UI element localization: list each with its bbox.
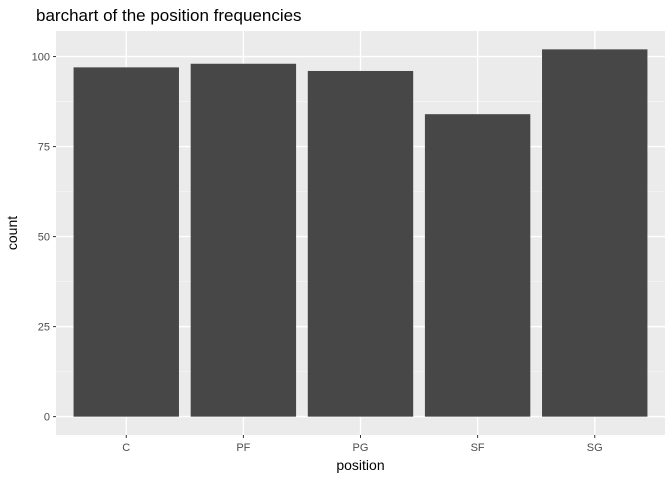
x-axis-title: position <box>336 457 384 473</box>
y-axis-title: count <box>4 216 20 250</box>
y-tick-label: 50 <box>38 232 50 244</box>
bars <box>73 49 648 417</box>
bar-sg <box>542 49 648 417</box>
y-tick-label: 25 <box>38 322 50 334</box>
x-axis: C PF PG SF SG <box>122 435 603 454</box>
chart-title: barchart of the position frequencies <box>36 6 302 25</box>
y-tick-label: 75 <box>38 142 50 154</box>
y-tick-label: 0 <box>44 412 50 424</box>
x-tick-label: C <box>122 442 130 454</box>
x-tick-label: PF <box>236 442 250 454</box>
y-axis: 0 25 50 75 100 <box>32 52 56 424</box>
x-tick-label: SG <box>587 442 603 454</box>
bar-c <box>73 67 179 417</box>
y-tick-label: 100 <box>32 52 50 64</box>
bar-pf <box>190 63 297 417</box>
bar-pg <box>307 70 414 417</box>
x-tick-label: PG <box>353 442 369 454</box>
bar-sf <box>424 114 531 417</box>
x-tick-label: SF <box>471 442 485 454</box>
